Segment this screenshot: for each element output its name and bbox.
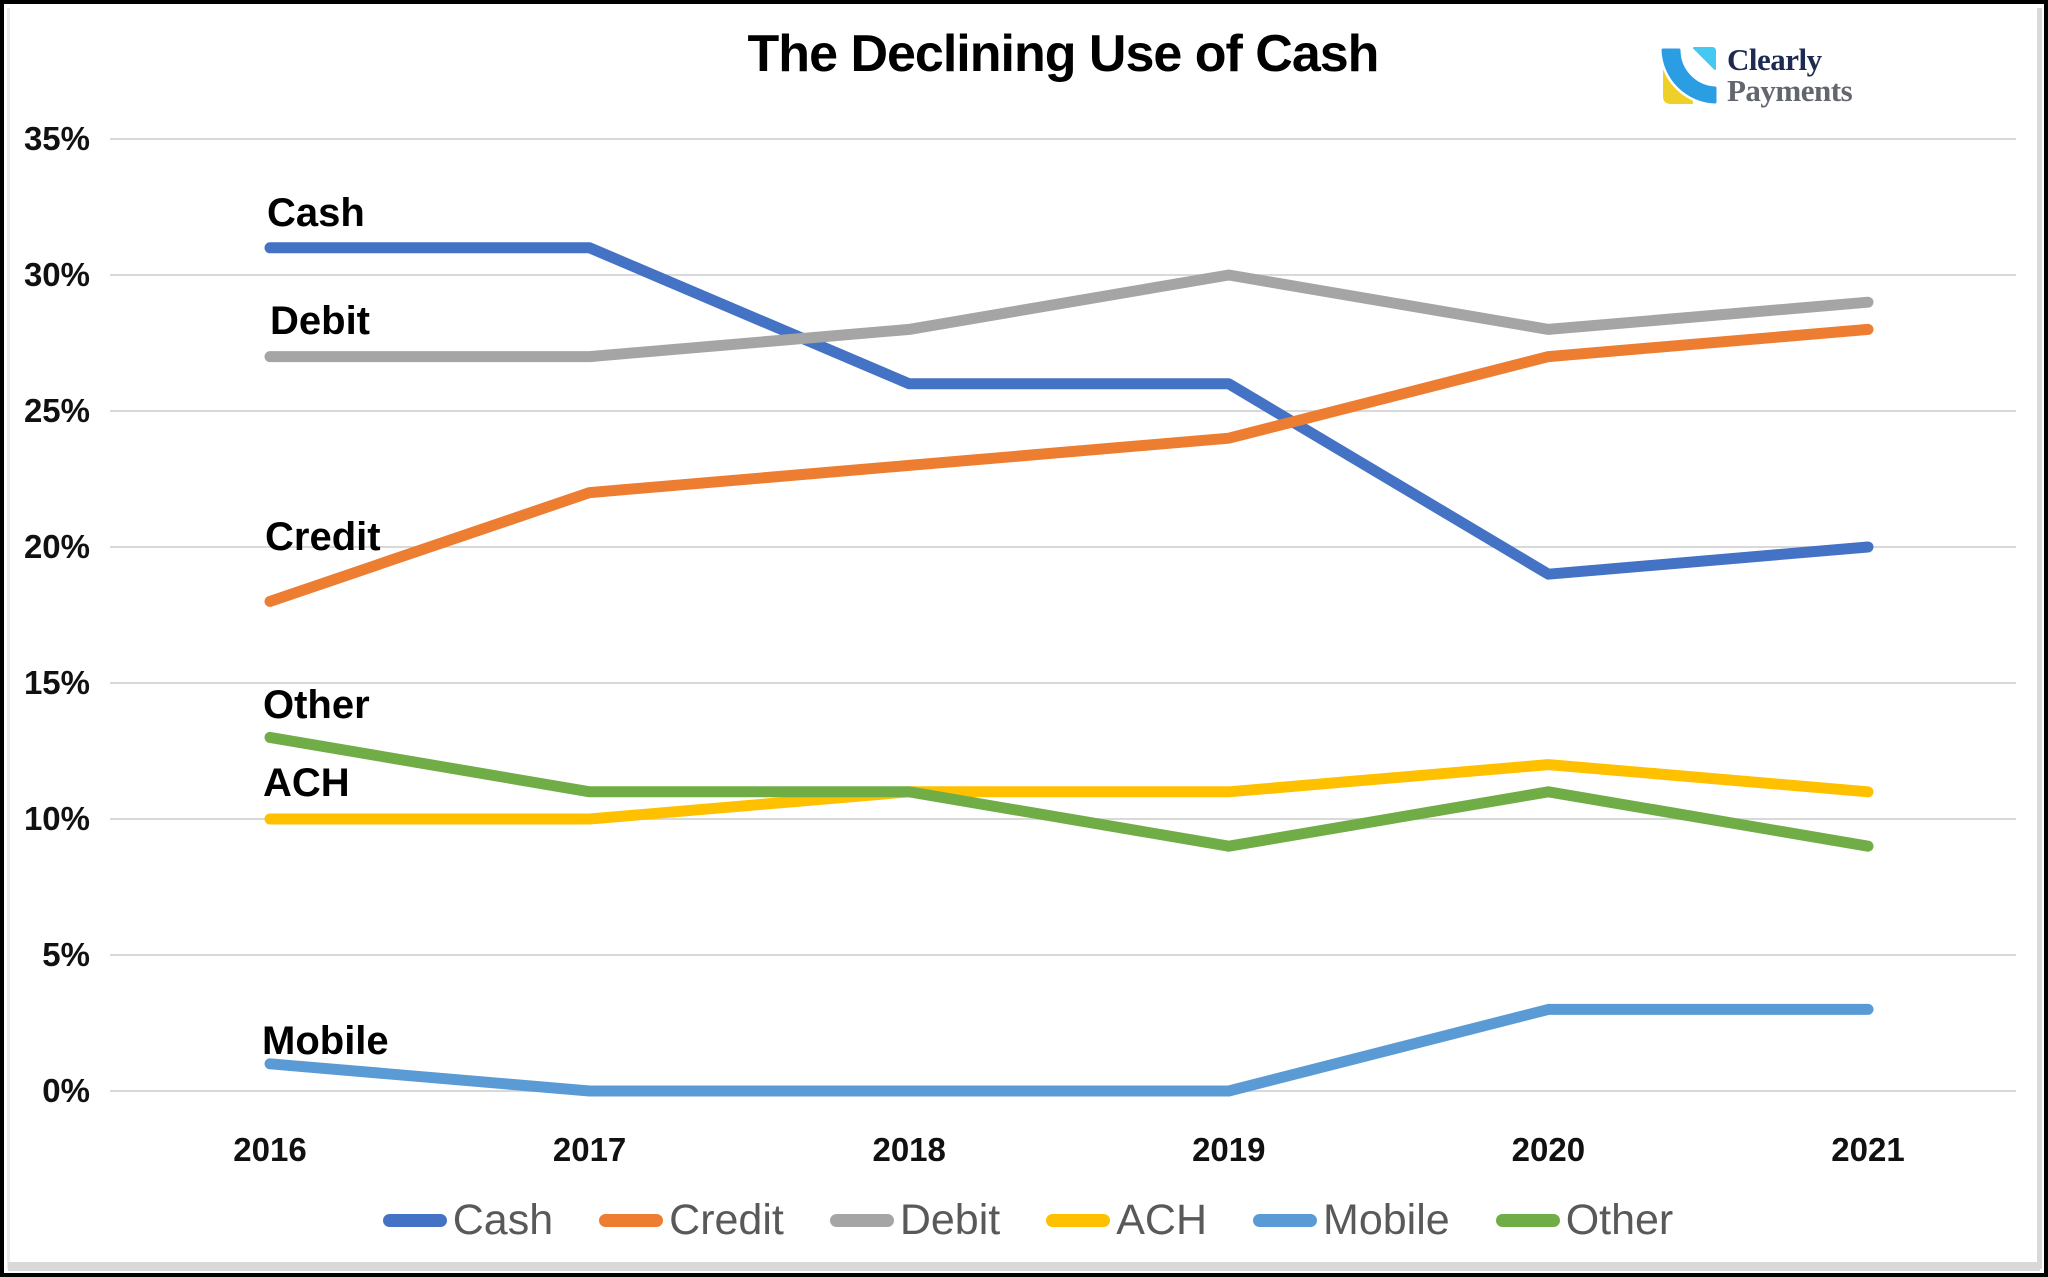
series-line-cash xyxy=(264,242,1874,580)
series-line-debit xyxy=(264,269,1874,363)
x-tick-label: 2021 xyxy=(1831,1131,1905,1168)
x-tick-label: 2016 xyxy=(233,1131,307,1168)
y-tick-label: 0% xyxy=(42,1072,90,1109)
y-tick-label: 15% xyxy=(23,664,90,701)
logo-blue-arc xyxy=(1661,48,1717,104)
legend-label: Cash xyxy=(452,1196,554,1244)
y-tick-label: 25% xyxy=(23,392,90,429)
series-line-ach xyxy=(264,759,1874,825)
legend-label: Mobile xyxy=(1323,1196,1450,1244)
legend-label: Debit xyxy=(899,1196,1001,1244)
series-annotation-cash: Cash xyxy=(267,191,365,235)
legend-label: Other xyxy=(1565,1196,1674,1244)
clearly-payments-logo: Clearly Payments xyxy=(1659,42,1961,124)
legend-label: ACH xyxy=(1116,1196,1208,1244)
y-tick-label: 35% xyxy=(23,120,90,157)
legend-item-credit: Credit xyxy=(599,1196,784,1244)
legend-marker-icon xyxy=(382,1213,447,1227)
x-tick-label: 2019 xyxy=(1192,1131,1266,1168)
logo-cyan-triangle xyxy=(1693,47,1716,70)
series-annotation-mobile: Mobile xyxy=(262,1019,389,1063)
x-tick-label: 2018 xyxy=(872,1131,946,1168)
chart-title: The Declining Use of Cash xyxy=(747,25,1380,83)
legend-item-cash: Cash xyxy=(382,1196,554,1244)
legend-marker-icon xyxy=(829,1213,894,1227)
legend-marker-icon xyxy=(1495,1213,1560,1227)
y-tick-label: 5% xyxy=(42,936,90,973)
series-annotation-credit: Credit xyxy=(265,515,381,559)
legend-marker-icon xyxy=(1253,1213,1318,1227)
y-tick-label: 20% xyxy=(23,528,90,565)
y-tick-label: 30% xyxy=(23,256,90,293)
series-line-mobile xyxy=(264,1003,1874,1097)
logo-word-payments: Payments xyxy=(1727,73,1853,108)
legend-item-mobile: Mobile xyxy=(1253,1196,1450,1244)
clearly-payments-logo-icon xyxy=(1659,46,1719,106)
legend-item-other: Other xyxy=(1495,1196,1674,1244)
slide-edge-left xyxy=(7,8,10,1269)
legend-label: Credit xyxy=(669,1196,784,1244)
y-tick-label: 10% xyxy=(23,800,90,837)
legend-marker-icon xyxy=(1046,1213,1111,1227)
series-annotation-ach: ACH xyxy=(263,761,350,805)
slide-edge-right xyxy=(2037,8,2042,1269)
series-line-credit xyxy=(264,323,1874,607)
x-tick-label: 2020 xyxy=(1511,1131,1586,1168)
logo-wordmark: Clearly Payments xyxy=(1727,42,1853,108)
series-annotation-other: Other xyxy=(263,683,370,727)
chart-legend: Cash Credit Debit ACH Mobile Other xyxy=(4,1192,2044,1248)
line-chart: 35% 30% 25% 20% 15% 10% 5% 0% 2016 2017 2018 2019 2… xyxy=(4,4,2044,1273)
chart-canvas xyxy=(110,138,2016,1097)
legend-item-debit: Debit xyxy=(829,1196,1001,1244)
x-tick-label: 2017 xyxy=(552,1131,627,1168)
logo-word-clearly: Clearly xyxy=(1727,42,1822,77)
series-annotation-debit: Debit xyxy=(270,299,370,343)
legend-item-ach: ACH xyxy=(1046,1196,1207,1244)
series-line-other xyxy=(264,731,1874,852)
slide-edge-bottom xyxy=(8,1262,2040,1271)
legend-marker-icon xyxy=(599,1213,664,1227)
